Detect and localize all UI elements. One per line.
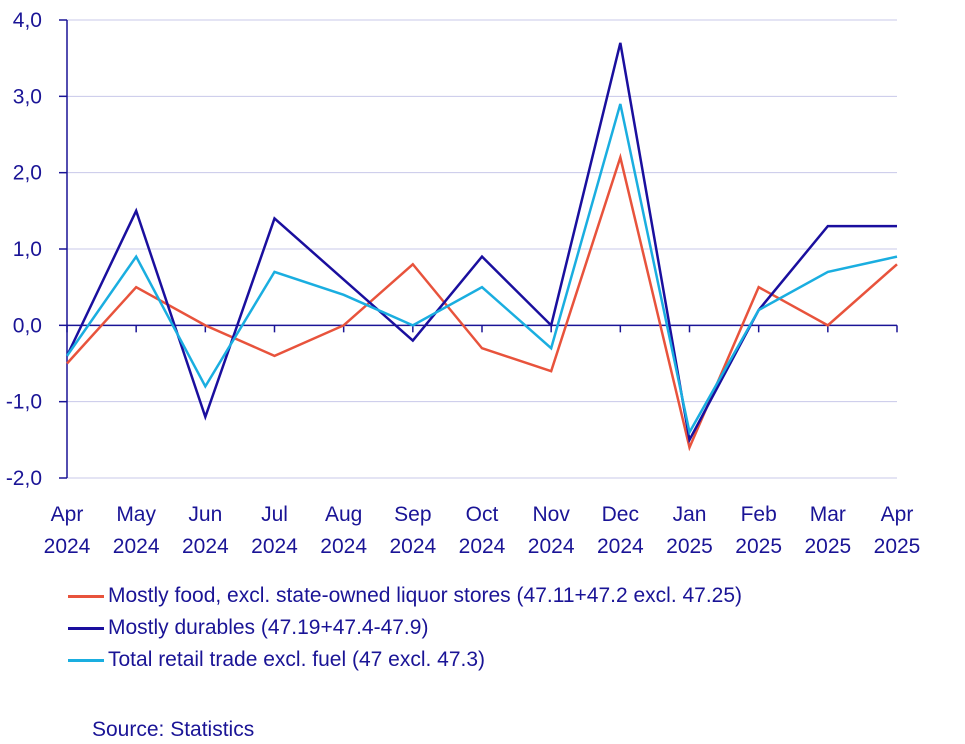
legend-label-durables: Mostly durables (47.19+47.4-47.9) (108, 616, 429, 639)
x-tick-label-month: Sep (394, 503, 431, 526)
x-tick-label-year: 2024 (320, 535, 367, 558)
legend-item-durables: Mostly durables (47.19+47.4-47.9) (68, 612, 742, 644)
legend-swatch-total (68, 658, 104, 662)
line-chart: 4,0 3,0 2,0 1,0 0,0 -1,0 -2,0 Apr 2024 May 2024 Jun… (6, 9, 921, 558)
legend-label-food: Mostly food, excl. state-owned liquor st… (108, 584, 743, 607)
y-tick-label: 0,0 (13, 314, 42, 337)
x-tick-label-month: Jul (261, 503, 288, 526)
y-tick-label: 1,0 (13, 238, 42, 261)
y-tick-label: -2,0 (6, 467, 42, 490)
x-tick-label-month: Oct (466, 503, 499, 526)
x-tick-label-month: Dec (602, 503, 639, 526)
x-tick-label-month: Nov (532, 503, 570, 526)
x-tick-label-year: 2024 (182, 535, 229, 558)
x-tick-label-year: 2024 (597, 535, 644, 558)
x-tick-label-year: 2024 (459, 535, 506, 558)
series-line-0 (66, 152, 898, 452)
series-line-2 (65, 103, 898, 436)
series-line-1 (65, 42, 897, 444)
x-tick-label-year: 2024 (389, 535, 436, 558)
gridlines (67, 19, 897, 479)
x-tick-label-month: Mar (810, 503, 846, 526)
x-tick-label-month: Aug (325, 503, 362, 526)
legend-label-total: Total retail trade excl. fuel (47 excl. … (108, 648, 486, 671)
x-tick-label-year: 2024 (113, 535, 160, 558)
legend-swatch-durables (68, 626, 104, 630)
x-tick-label-year: 2025 (735, 535, 782, 558)
x-tick-label-month: Apr (881, 503, 914, 526)
y-tick-label: -1,0 (6, 391, 42, 414)
legend-item-total: Total retail trade excl. fuel (47 excl. … (68, 644, 742, 676)
x-tick-label-year: 2024 (251, 535, 298, 558)
tick-labels: 4,0 3,0 2,0 1,0 0,0 -1,0 -2,0 Apr 2024 May 2024 Jun… (6, 9, 921, 558)
x-tick-label-month: Feb (741, 503, 777, 526)
x-tick-label-month: Apr (51, 503, 84, 526)
legend-item-food: Mostly food, excl. state-owned liquor st… (68, 580, 742, 612)
y-tick-label: 4,0 (13, 9, 42, 32)
x-tick-label-year: 2024 (528, 535, 575, 558)
x-tick-label-month: Jun (188, 503, 222, 526)
series-lines (65, 42, 898, 452)
x-tick-label-year: 2025 (666, 535, 713, 558)
x-tick-label-month: May (116, 503, 156, 526)
legend-swatch-food (68, 594, 104, 598)
y-tick-label: 3,0 (13, 85, 42, 108)
x-tick-label-year: 2025 (874, 535, 921, 558)
x-tick-label-year: 2025 (804, 535, 851, 558)
y-tick-label: 2,0 (13, 162, 42, 185)
x-tick-label-month: Jan (673, 503, 707, 526)
source-note: Source: Statistics (92, 718, 255, 741)
x-tick-label-year: 2024 (44, 535, 91, 558)
legend: Mostly food, excl. state-owned liquor st… (68, 580, 742, 676)
